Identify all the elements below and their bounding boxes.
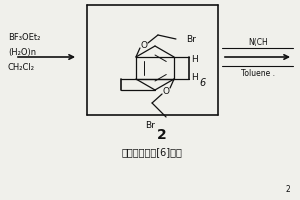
Text: Br: Br — [186, 34, 196, 44]
Text: N(CH: N(CH — [248, 38, 268, 46]
Text: H: H — [192, 54, 198, 64]
Text: BF₃OEt₂: BF₃OEt₂ — [8, 33, 41, 43]
Text: 2: 2 — [157, 128, 167, 142]
Text: (H₂O)n: (H₂O)n — [8, 47, 36, 56]
Text: Br: Br — [145, 122, 155, 131]
Text: Toluene .: Toluene . — [241, 68, 275, 77]
Text: 2: 2 — [286, 186, 290, 194]
Text: O: O — [140, 40, 147, 49]
Text: 對溡乙氧基柱[6]芳烴: 對溡乙氧基柱[6]芳烴 — [122, 147, 182, 157]
Text: O: O — [163, 87, 170, 96]
Text: CH₂Cl₂: CH₂Cl₂ — [8, 62, 35, 72]
Text: 6: 6 — [200, 78, 206, 88]
Text: H: H — [192, 72, 198, 82]
